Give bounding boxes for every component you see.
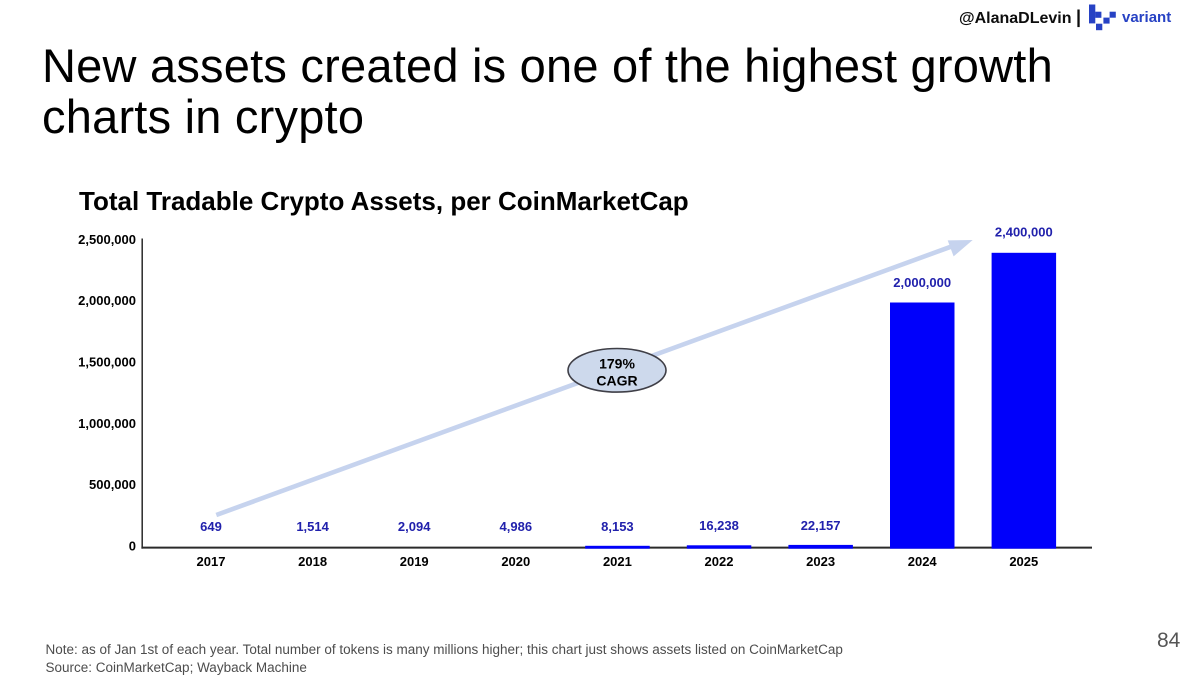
svg-text:8,153: 8,153: [601, 519, 634, 534]
svg-text:2017: 2017: [197, 554, 226, 569]
svg-text:2023: 2023: [806, 554, 835, 569]
svg-text:179%: 179%: [599, 356, 635, 372]
svg-text:2,094: 2,094: [398, 519, 431, 534]
svg-text:22,157: 22,157: [801, 518, 841, 533]
svg-text:649: 649: [200, 519, 222, 534]
svg-text:1,514: 1,514: [296, 519, 329, 534]
svg-text:1,000,000: 1,000,000: [78, 416, 136, 431]
svg-text:2,000,000: 2,000,000: [78, 293, 136, 308]
svg-text:2,500,000: 2,500,000: [78, 232, 136, 247]
svg-text:2019: 2019: [400, 554, 429, 569]
svg-text:16,238: 16,238: [699, 518, 739, 533]
svg-text:2025: 2025: [1009, 554, 1038, 569]
svg-text:500,000: 500,000: [89, 477, 136, 492]
svg-text:2021: 2021: [603, 554, 632, 569]
svg-text:4,986: 4,986: [500, 519, 533, 534]
svg-text:1,500,000: 1,500,000: [78, 355, 136, 370]
svg-text:0: 0: [129, 539, 136, 554]
svg-text:2022: 2022: [705, 554, 734, 569]
svg-text:2024: 2024: [908, 554, 938, 569]
svg-text:2,000,000: 2,000,000: [893, 275, 951, 290]
svg-text:CAGR: CAGR: [596, 372, 637, 388]
svg-text:2020: 2020: [501, 554, 530, 569]
svg-text:2018: 2018: [298, 554, 327, 569]
svg-text:2,400,000: 2,400,000: [995, 225, 1053, 240]
